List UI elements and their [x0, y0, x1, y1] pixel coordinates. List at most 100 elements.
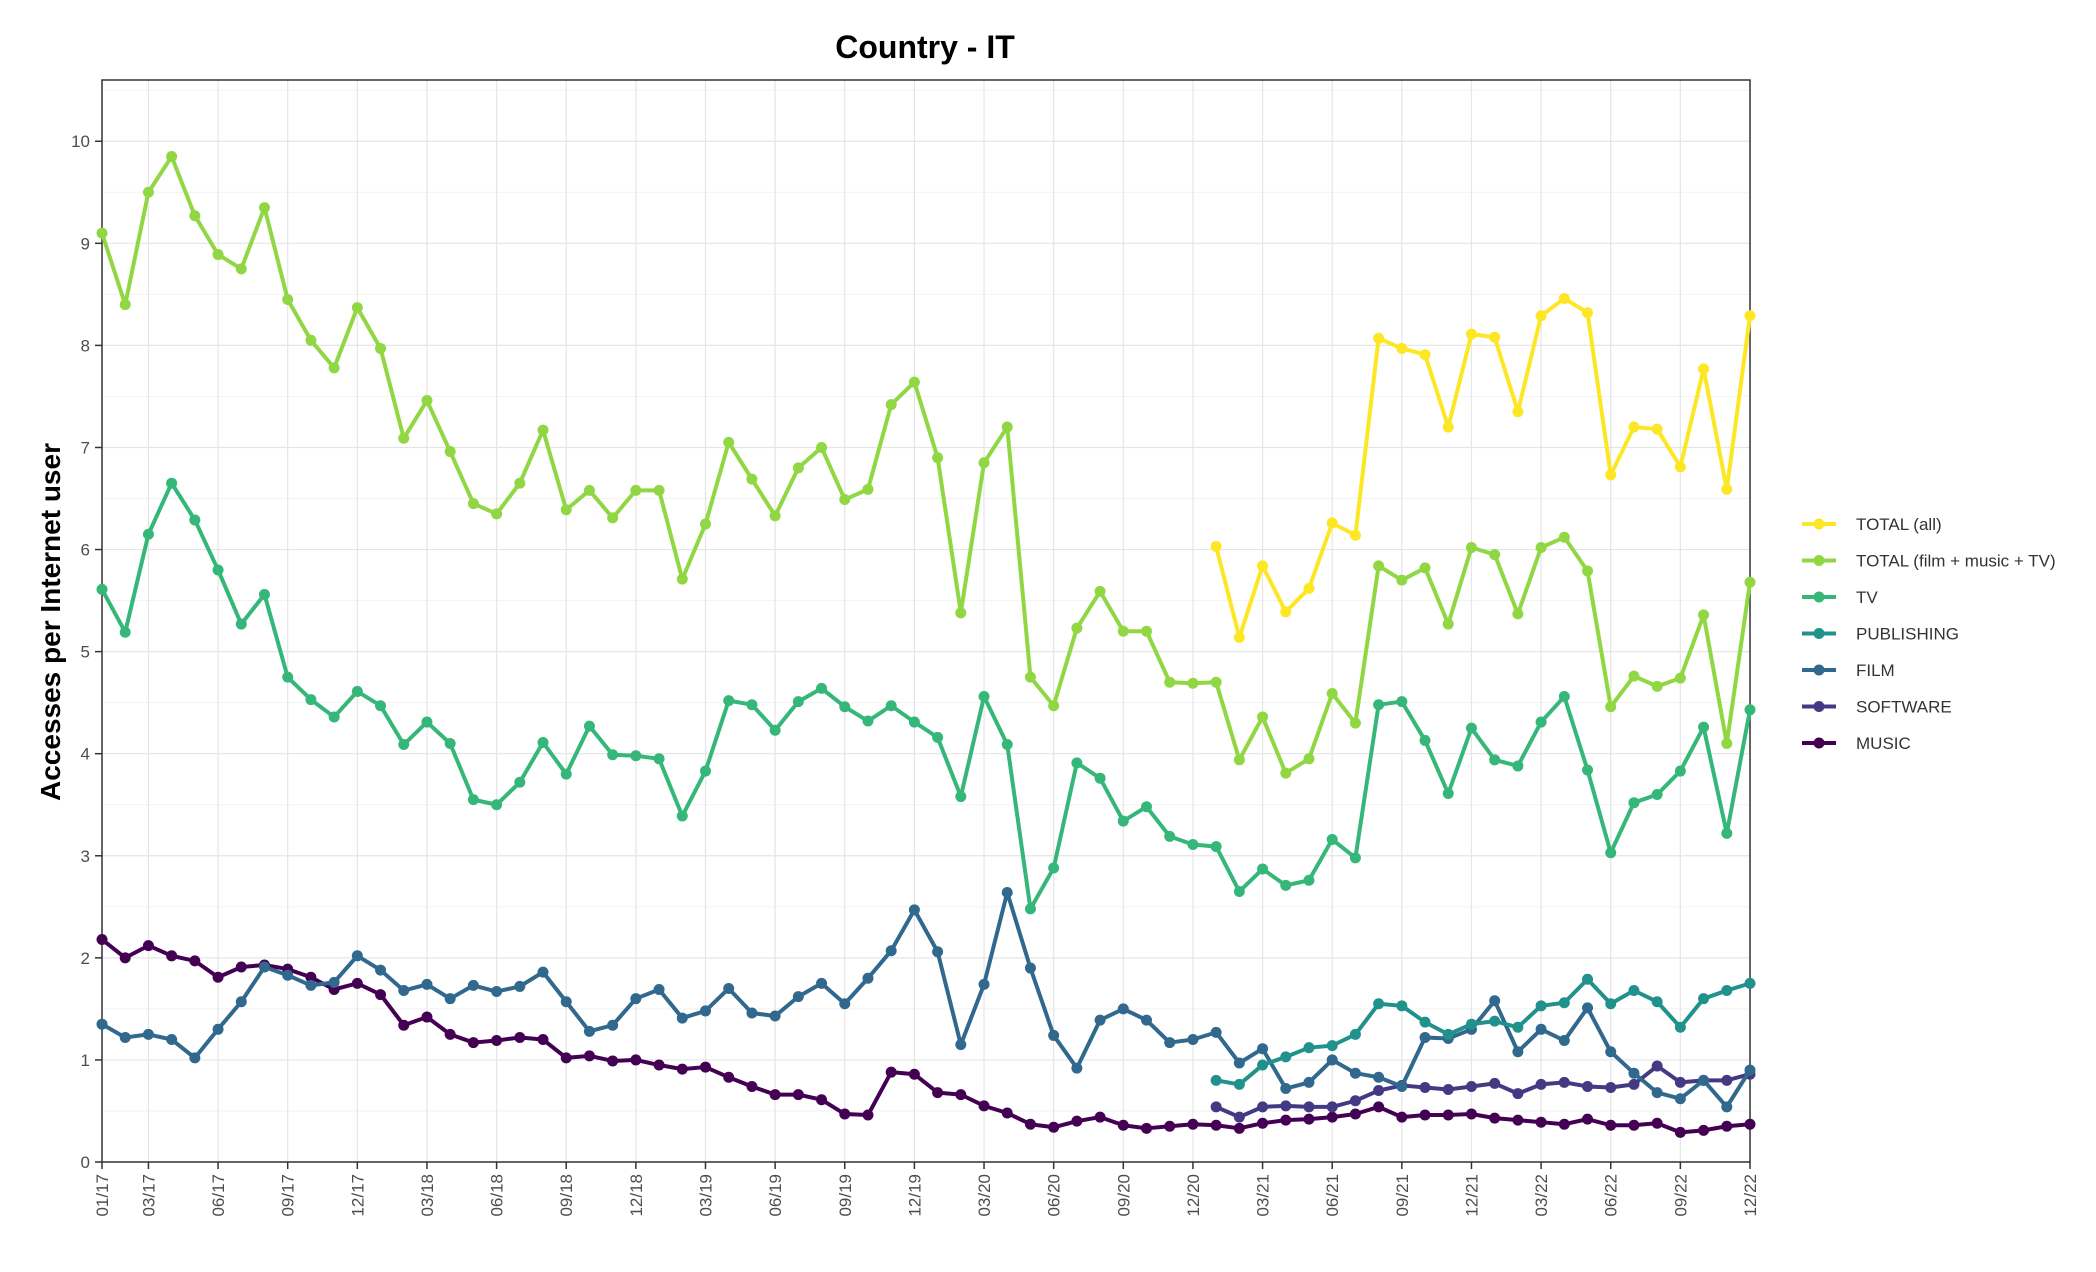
data-point	[1164, 676, 1176, 688]
data-point	[375, 700, 387, 712]
data-point	[166, 950, 178, 962]
data-point	[862, 483, 874, 495]
x-tick-label: 01/17	[93, 1174, 112, 1217]
data-point	[699, 518, 711, 530]
data-point	[955, 1039, 967, 1051]
data-point	[444, 446, 456, 458]
data-point	[1582, 565, 1594, 577]
data-point	[1094, 1111, 1106, 1123]
data-point	[235, 961, 247, 973]
data-point	[189, 514, 201, 526]
x-tick-label: 03/17	[139, 1174, 158, 1217]
x-tick-label: 06/22	[1602, 1174, 1621, 1217]
data-point	[444, 1028, 456, 1040]
data-point	[1674, 672, 1686, 684]
data-point	[96, 933, 108, 945]
data-point	[1373, 560, 1385, 572]
data-point	[1465, 1108, 1477, 1120]
data-point	[723, 436, 735, 448]
data-point	[189, 955, 201, 967]
data-point	[328, 711, 340, 723]
data-point	[1373, 1071, 1385, 1083]
data-point	[699, 765, 711, 777]
data-point	[1489, 1015, 1501, 1027]
data-point	[1326, 1111, 1338, 1123]
y-tick-label: 9	[81, 234, 90, 253]
data-point	[1535, 1000, 1547, 1012]
data-point	[1326, 517, 1338, 529]
data-point	[1071, 1115, 1083, 1127]
data-point	[1233, 1122, 1245, 1134]
legend-item: TV	[1802, 588, 1878, 607]
data-point	[258, 961, 270, 973]
data-point	[282, 293, 294, 305]
x-tick-label: 06/17	[209, 1174, 228, 1217]
data-point	[1303, 1076, 1315, 1088]
data-point	[491, 799, 503, 811]
data-point	[1512, 1114, 1524, 1126]
data-point	[723, 982, 735, 994]
data-point	[908, 904, 920, 916]
series-tv	[96, 477, 1756, 915]
y-tick-label: 1	[81, 1051, 90, 1070]
data-point	[1651, 423, 1663, 435]
legend-item: TOTAL (film + music + TV)	[1802, 552, 2056, 571]
data-point	[1257, 1117, 1269, 1129]
data-point	[1210, 676, 1222, 688]
data-point	[1187, 677, 1199, 689]
legend-label: TOTAL (film + music + TV)	[1856, 552, 2056, 571]
data-point	[1605, 701, 1617, 713]
x-tick-label: 12/21	[1462, 1174, 1481, 1217]
data-point	[1721, 1101, 1733, 1113]
data-point	[932, 452, 944, 464]
data-point	[839, 1108, 851, 1120]
data-point	[1442, 1109, 1454, 1121]
x-tick-label: 09/18	[557, 1174, 576, 1217]
data-point	[955, 607, 967, 619]
data-point	[1024, 1118, 1036, 1130]
data-point	[1349, 1028, 1361, 1040]
data-point	[1257, 711, 1269, 723]
data-point	[769, 1010, 781, 1022]
data-point	[1094, 772, 1106, 784]
data-point	[491, 986, 503, 998]
data-point	[1605, 1081, 1617, 1093]
data-point	[1071, 1062, 1083, 1074]
data-point	[1698, 609, 1710, 621]
data-point	[583, 1050, 595, 1062]
data-point	[653, 484, 665, 496]
data-point	[1001, 1107, 1013, 1119]
data-point	[1674, 1076, 1686, 1088]
data-point	[885, 399, 897, 411]
legend-key-point	[1813, 518, 1825, 530]
data-point	[792, 991, 804, 1003]
data-point	[1465, 1080, 1477, 1092]
legend-label: PUBLISHING	[1856, 625, 1959, 644]
data-point	[421, 395, 433, 407]
data-point	[1071, 757, 1083, 769]
data-point	[514, 477, 526, 489]
data-point	[1558, 531, 1570, 543]
data-point	[1535, 310, 1547, 322]
x-tick-label: 03/22	[1532, 1174, 1551, 1217]
data-point	[166, 477, 178, 489]
data-point	[1558, 1076, 1570, 1088]
data-point	[1210, 1101, 1222, 1113]
data-point	[1117, 815, 1129, 827]
data-point	[908, 376, 920, 388]
data-point	[1698, 993, 1710, 1005]
data-point	[96, 227, 108, 239]
data-point	[514, 776, 526, 788]
data-point	[1489, 1077, 1501, 1089]
data-point	[328, 362, 340, 374]
data-point	[1233, 1078, 1245, 1090]
data-point	[467, 794, 479, 806]
data-point	[1489, 754, 1501, 766]
data-point	[1187, 839, 1199, 851]
data-point	[1535, 716, 1547, 728]
data-point	[630, 484, 642, 496]
data-point	[583, 1025, 595, 1037]
data-point	[1280, 1083, 1292, 1095]
series-music	[96, 933, 1756, 1138]
